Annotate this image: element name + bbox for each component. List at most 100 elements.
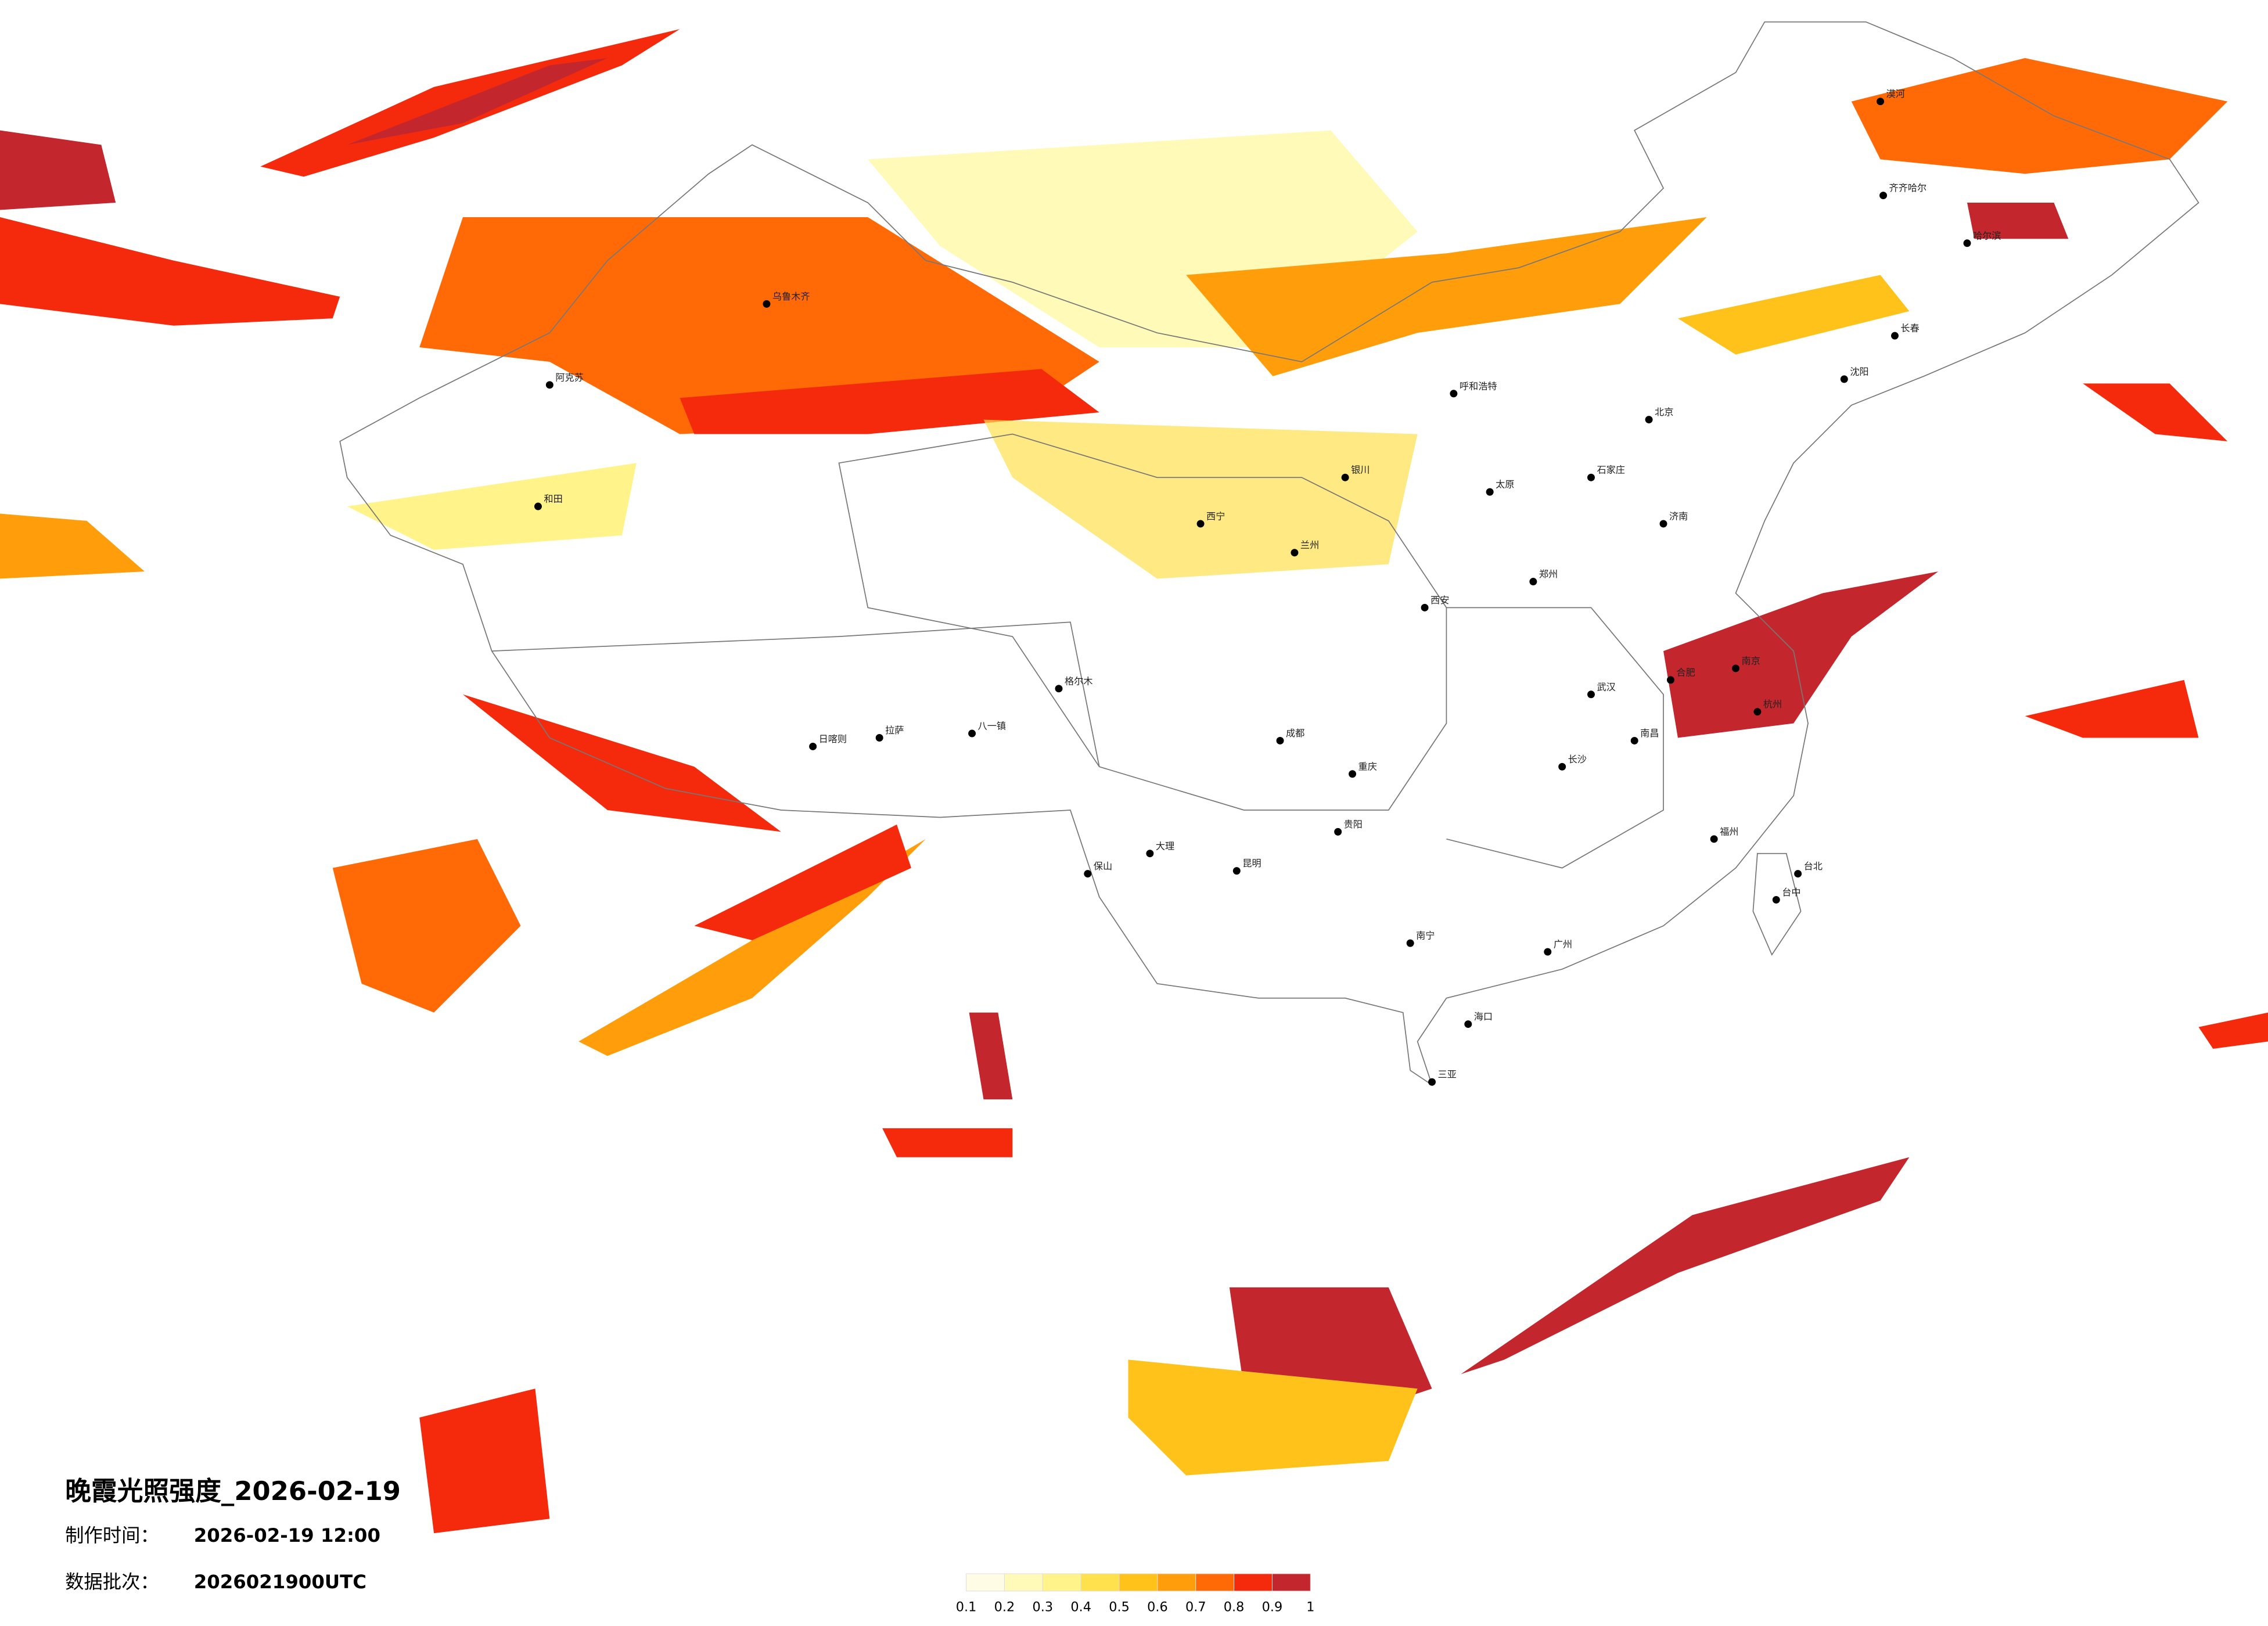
city-label: 成都: [1286, 728, 1304, 739]
city-dot: [1406, 939, 1414, 947]
made-label: 制作时间：: [65, 1524, 159, 1546]
city-dot: [1963, 239, 1971, 247]
city-dot: [968, 729, 976, 738]
cloud-patch: [0, 513, 145, 579]
cloud-patch: [2083, 383, 2228, 441]
city-label: 保山: [1094, 861, 1112, 872]
city-dot: [1645, 416, 1653, 424]
legend-swatch: [1157, 1573, 1196, 1592]
city-label: 郑州: [1539, 569, 1558, 580]
city-label: 南宁: [1416, 930, 1435, 941]
city-label: 沈阳: [1850, 366, 1868, 377]
city-label: 台中: [1782, 887, 1800, 898]
country-border: [339, 21, 2199, 1087]
city-dot: [1732, 664, 1739, 672]
legend-tick-label: 0.3: [1033, 1600, 1054, 1615]
cloud-patch: [0, 217, 340, 326]
city-label: 阿克苏: [555, 372, 584, 383]
city-label: 大理: [1156, 840, 1174, 851]
city-dot: [1666, 676, 1674, 684]
city-dot: [1486, 488, 1494, 496]
city-label: 石家庄: [1597, 465, 1625, 476]
city-dot: [1630, 737, 1638, 744]
legend-swatch: [1080, 1573, 1120, 1592]
city-label: 台北: [1804, 861, 1823, 872]
legend-tick-label: 0.7: [1185, 1600, 1206, 1615]
city-dot: [545, 381, 553, 389]
city-label: 西宁: [1206, 510, 1225, 521]
city-label: 北京: [1655, 406, 1673, 418]
legend-swatch: [1042, 1573, 1081, 1592]
city-label: 齐齐哈尔: [1889, 182, 1927, 193]
city-dot: [1558, 762, 1566, 771]
city-dot: [1879, 192, 1888, 200]
city-label: 日喀则: [819, 733, 847, 744]
city-dot: [809, 742, 817, 750]
city-dot: [1840, 375, 1848, 383]
city-dot: [1291, 549, 1299, 557]
province-border: [491, 621, 1100, 767]
legend-tick-label: 0.1: [956, 1600, 977, 1615]
city-label: 贵阳: [1344, 819, 1363, 830]
city-dot: [1529, 578, 1537, 586]
city-label: 合肥: [1676, 667, 1695, 678]
cloud-patch: [2198, 1012, 2268, 1049]
city-dot: [1232, 867, 1241, 875]
city-dot: [1772, 895, 1780, 904]
cloud-patch: [462, 694, 781, 832]
cloud-patch: [332, 839, 521, 1013]
city-label: 拉萨: [885, 725, 904, 736]
cloud-patch: [1677, 275, 1910, 355]
province-border: [838, 433, 1447, 811]
city-label: 哈尔滨: [1973, 230, 2001, 241]
city-label: 南京: [1741, 655, 1760, 666]
city-label: 福州: [1720, 826, 1738, 837]
island-border: [1752, 852, 1802, 956]
intensity-field: [0, 29, 2268, 1534]
map-title: 晚霞光照强度_2026-02-19: [65, 1476, 401, 1506]
legend-tick-label: 0.5: [1109, 1600, 1130, 1615]
borders: [339, 21, 2199, 1087]
city-dot: [1659, 520, 1667, 528]
city-dot: [534, 502, 542, 510]
cloud-patch: [969, 1012, 1013, 1100]
cloud-patch: [1663, 571, 1939, 738]
legend-swatch: [966, 1573, 1005, 1592]
city-label: 八一镇: [978, 721, 1007, 732]
city-label: 昆明: [1242, 858, 1261, 869]
legend-swatch: [1271, 1573, 1311, 1592]
city-dot: [1055, 685, 1063, 693]
cloud-patch: [1851, 57, 2228, 174]
legend-tick-label: 0.4: [1070, 1600, 1091, 1615]
cloud-patch: [0, 130, 116, 210]
legend-swatch: [1234, 1573, 1273, 1592]
province-border: [1446, 607, 1664, 869]
city-label: 长春: [1900, 323, 1919, 334]
cloud-patch: [680, 369, 1099, 434]
cloud-patch: [1967, 203, 2069, 239]
city-dot: [1428, 1078, 1436, 1086]
cloud-patch: [2025, 679, 2199, 738]
city-dot: [1587, 473, 1595, 481]
city-dot: [1196, 520, 1205, 528]
cloud-patch: [419, 1388, 550, 1534]
city-label: 长沙: [1568, 754, 1587, 765]
legend-swatch: [1119, 1573, 1158, 1592]
cloud-patch: [694, 824, 911, 941]
city-label: 杭州: [1763, 699, 1782, 710]
legend: 0.1 0.2 0.3 0.4 0.5 0.6 0.7 0.8 0.9 1: [956, 1573, 1314, 1615]
city-label: 海口: [1474, 1011, 1493, 1022]
city-dot: [1349, 770, 1357, 778]
city-label: 太原: [1496, 479, 1514, 490]
made-time: 2026-02-19 12:00: [194, 1524, 380, 1546]
legend-swatch: [1195, 1573, 1235, 1592]
city-dot: [763, 300, 771, 308]
city-dot: [1890, 332, 1899, 340]
city-label: 济南: [1669, 510, 1688, 521]
city-label: 西安: [1430, 595, 1449, 606]
city-label: 南昌: [1640, 728, 1659, 739]
city-label: 呼和浩特: [1460, 380, 1497, 391]
city-label: 银川: [1351, 465, 1370, 476]
